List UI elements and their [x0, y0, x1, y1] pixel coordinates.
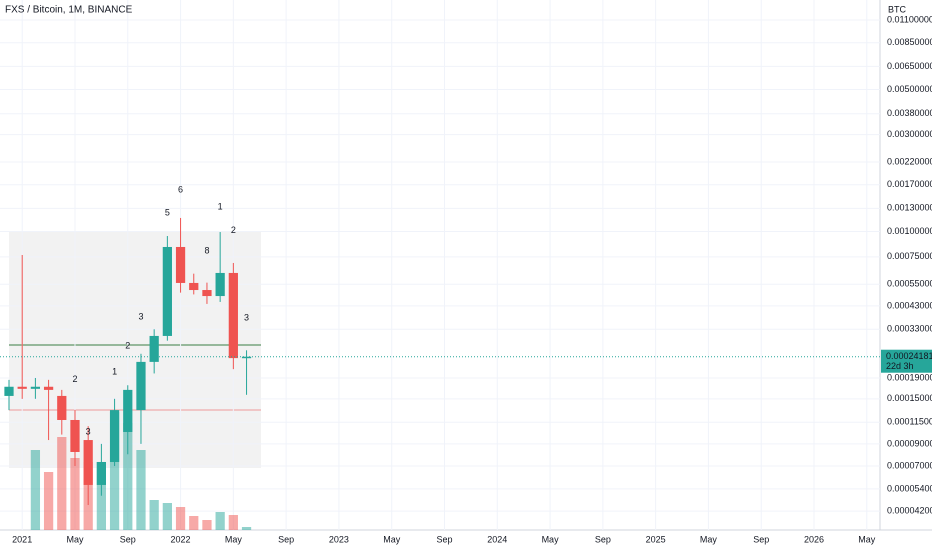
candle-body	[202, 290, 212, 297]
range-box	[9, 232, 261, 468]
y-tick-label: 0.00220000	[887, 156, 932, 166]
x-tick-label: Sep	[753, 534, 769, 544]
x-tick-label: May	[225, 534, 243, 544]
annotation: 5	[165, 208, 170, 218]
annotation: 3	[244, 312, 249, 322]
candle-body	[57, 395, 67, 420]
volume-bar	[215, 512, 225, 530]
y-tick-label: 0.01100000	[887, 14, 932, 24]
annotation: 3	[86, 426, 91, 436]
x-tick-label: 2023	[329, 534, 349, 544]
candle-body	[228, 272, 238, 359]
volume-bar	[96, 462, 106, 530]
volume-bar	[202, 520, 212, 530]
x-tick-label: Sep	[278, 534, 294, 544]
volume-bar	[43, 472, 54, 530]
volume-bar	[123, 423, 133, 530]
x-tick-label: May	[700, 534, 718, 544]
candle-body	[4, 386, 14, 396]
x-tick-label: 2025	[646, 534, 666, 544]
y-tick-label: 0.00100000	[887, 226, 932, 236]
y-axis-label: BTC	[888, 4, 907, 14]
volume-bar	[57, 437, 67, 530]
y-tick-label: 0.00007000	[887, 460, 932, 470]
x-tick-label: 2022	[171, 534, 191, 544]
candle-body	[149, 335, 159, 362]
x-tick-label: 2024	[487, 534, 507, 544]
y-tick-label: 0.00004200	[887, 505, 932, 515]
candle-body	[189, 282, 199, 291]
x-tick-label: May	[542, 534, 560, 544]
annotation: 2	[72, 374, 77, 384]
x-tick-label: 2021	[12, 534, 32, 544]
candle-body	[96, 461, 106, 485]
y-tick-label: 0.00055000	[887, 279, 932, 289]
y-tick-label: 0.00015000	[887, 393, 932, 403]
candle-body	[17, 386, 27, 389]
volume-bar	[136, 450, 146, 530]
y-tick-label: 0.00130000	[887, 203, 932, 213]
volume-bar	[109, 412, 120, 530]
candle-body	[109, 410, 120, 462]
y-tick-label: 0.00005400	[887, 483, 932, 493]
y-tick-label: 0.00075000	[887, 251, 932, 261]
volume-bar	[175, 507, 186, 530]
annotation: 3	[138, 311, 143, 321]
candle-body	[162, 246, 172, 336]
annotation: 1	[112, 367, 117, 377]
y-tick-label: 0.00650000	[887, 61, 932, 71]
countdown: 22d 3h	[886, 361, 914, 371]
y-tick-label: 0.00019000	[887, 372, 932, 382]
volume-bar	[189, 516, 199, 530]
x-tick-label: Sep	[436, 534, 452, 544]
annotation: 2	[231, 225, 236, 235]
y-tick-label: 0.00043000	[887, 300, 932, 310]
candle-body	[136, 361, 146, 411]
candle-body	[241, 356, 252, 359]
annotation: 8	[204, 245, 209, 255]
candle-body	[30, 386, 41, 389]
candle-body	[215, 272, 225, 297]
volume-bar	[149, 500, 159, 530]
y-tick-label: 0.00300000	[887, 129, 932, 139]
x-tick-label: May	[383, 534, 401, 544]
x-tick-label: May	[858, 534, 876, 544]
annotation: 2	[125, 340, 130, 350]
price-tag	[881, 349, 932, 373]
y-tick-label: 0.00380000	[887, 108, 932, 118]
volume-bar	[241, 527, 252, 530]
candle-body	[43, 386, 54, 390]
candle-body	[175, 246, 186, 283]
candle-body	[83, 440, 93, 485]
volume-bar	[70, 458, 80, 530]
price-tag-label: 0.00024181	[886, 351, 932, 361]
x-tick-label: May	[66, 534, 84, 544]
x-tick-label: Sep	[120, 534, 136, 544]
y-tick-label: 0.00033000	[887, 324, 932, 334]
candle-body	[70, 419, 80, 452]
y-tick-label: 0.00009000	[887, 438, 932, 448]
grid	[0, 0, 880, 530]
y-tick-label: 0.00850000	[887, 37, 932, 47]
y-tick-label: 0.00011500	[887, 417, 932, 427]
volume-bar	[162, 503, 172, 530]
y-tick-label: 0.00170000	[887, 179, 932, 189]
x-tick-label: Sep	[595, 534, 611, 544]
y-tick-label: 0.00500000	[887, 84, 932, 94]
annotation: 6	[178, 184, 183, 194]
candle-body	[123, 389, 133, 432]
x-tick-label: 2026	[804, 534, 824, 544]
annotation: 1	[218, 201, 223, 211]
volume-bar	[228, 515, 238, 530]
volume-bar	[30, 450, 41, 530]
chart-title: FXS / Bitcoin, 1M, BINANCE	[5, 5, 133, 16]
